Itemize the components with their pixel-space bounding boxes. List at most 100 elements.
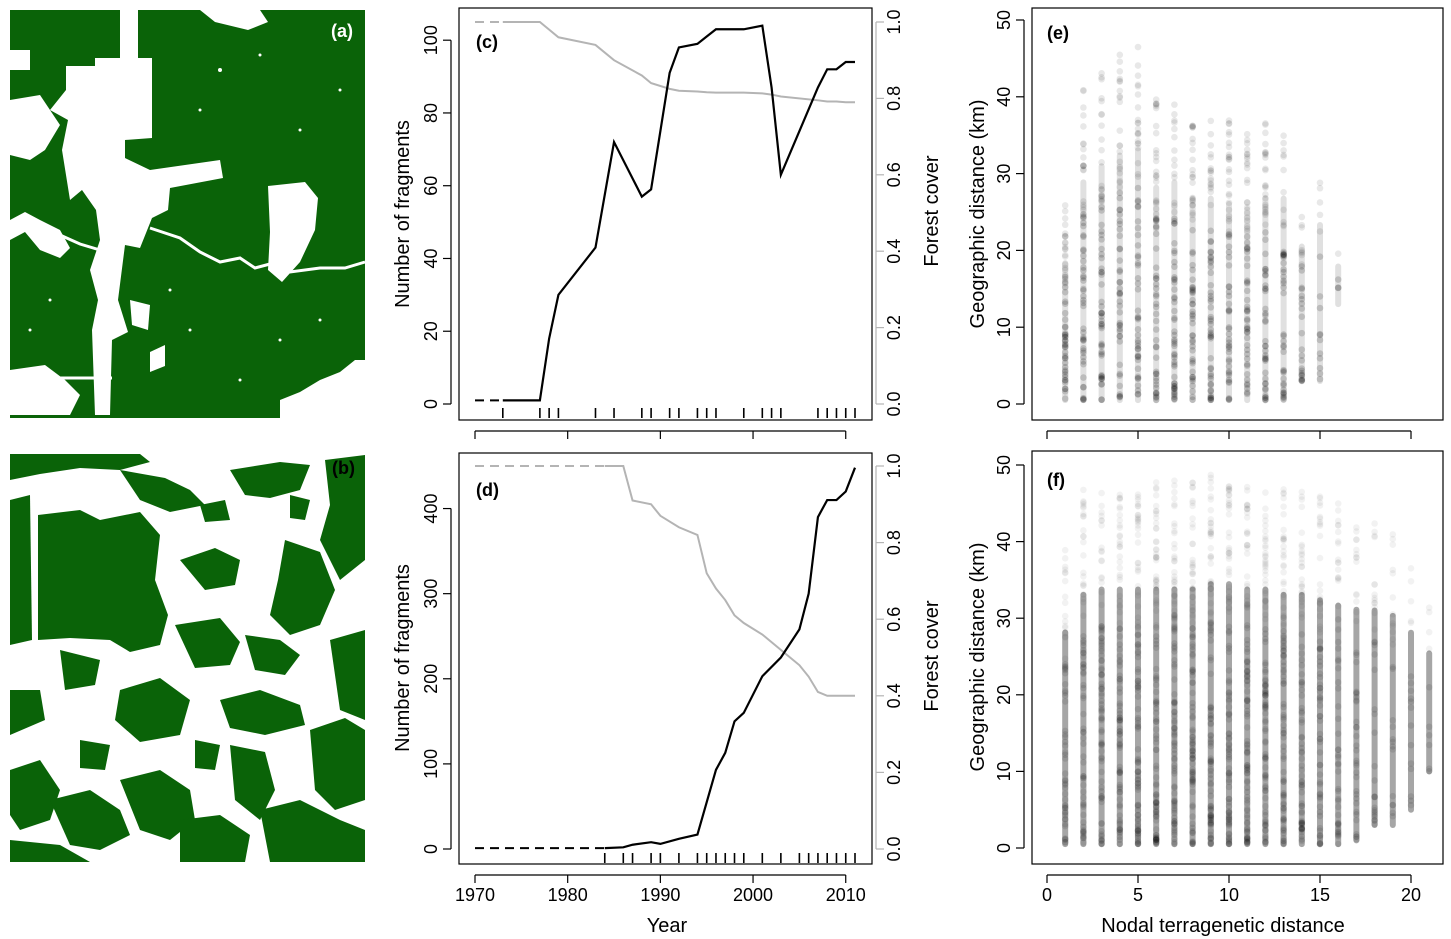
scatter-point <box>1225 487 1233 495</box>
scatter-point <box>1080 774 1087 782</box>
scatter-point <box>1171 797 1178 804</box>
scatter-point <box>1407 597 1415 605</box>
map-a-cleared-areas <box>5 5 366 418</box>
scatter-point <box>1262 205 1269 213</box>
scatter-point <box>1280 342 1287 350</box>
scatter-point <box>1243 826 1251 833</box>
scatter-point <box>1243 707 1251 715</box>
scatter-point <box>1243 737 1251 745</box>
scatter-point <box>1171 293 1178 301</box>
scatter-point <box>1225 192 1233 199</box>
scatter-point <box>1152 384 1160 392</box>
scatter-point <box>1243 673 1251 680</box>
scatter-point <box>1225 504 1233 512</box>
scatter-point <box>1080 773 1087 780</box>
scatter-point <box>1207 840 1215 848</box>
scatter-point <box>1207 757 1215 765</box>
scatter-point <box>1116 707 1124 714</box>
scatter-point <box>1207 707 1215 714</box>
scatter-point <box>1225 692 1233 699</box>
scatter-point <box>1243 529 1251 537</box>
scatter-point <box>1061 680 1069 688</box>
scatter-point <box>1262 287 1269 295</box>
scatter-point <box>1171 817 1178 825</box>
scatter-point <box>1225 486 1233 494</box>
scatter-point <box>1243 225 1251 232</box>
scatter-point <box>1152 178 1160 185</box>
scatter-point <box>1061 731 1069 738</box>
scatter-point <box>1207 544 1215 552</box>
scatter-point <box>1098 837 1105 845</box>
scatter-point <box>1171 625 1178 632</box>
scatter-point <box>1080 670 1087 677</box>
scatter-point <box>1152 507 1160 515</box>
scatter-point <box>1262 120 1269 127</box>
scatter-point <box>1225 734 1233 741</box>
scatter-point <box>1116 658 1124 666</box>
scatter-point <box>1098 203 1105 211</box>
scatter-point <box>1189 502 1196 510</box>
scatter-point <box>1298 329 1306 337</box>
x-tick-label: 20 <box>1401 885 1421 905</box>
scatter-point <box>1207 835 1215 842</box>
scatter-point <box>1152 688 1160 696</box>
scatter-point <box>1207 355 1215 362</box>
scatter-point <box>1080 358 1087 365</box>
scatter-point <box>1134 806 1142 814</box>
scatter-point <box>1152 762 1160 770</box>
scatter-point <box>1098 671 1105 678</box>
scatter-point <box>1207 738 1215 746</box>
scatter-point <box>1243 697 1251 704</box>
scatter-point <box>1207 519 1215 527</box>
scatter-point <box>1152 172 1160 180</box>
scatter-point <box>1080 203 1087 211</box>
scatter-point <box>1189 209 1196 217</box>
scatter-point <box>1225 769 1233 777</box>
scatter-point <box>1207 740 1215 747</box>
scatter-point <box>1152 781 1160 789</box>
scatter-point <box>1080 86 1087 94</box>
scatter-point <box>1116 769 1124 777</box>
scatter-point <box>1171 724 1178 732</box>
scatter-point <box>1207 297 1215 305</box>
scatter-point <box>1243 544 1251 552</box>
scatter-point <box>1152 554 1160 561</box>
scatter-point <box>1134 525 1142 532</box>
scatter-point <box>1134 539 1142 546</box>
scatter-point <box>1334 507 1342 514</box>
y-tick-label: 30 <box>994 608 1014 628</box>
scatter-x-axis-label: Nodal terragenetic distance <box>1101 915 1344 937</box>
scatter-point <box>1189 839 1196 846</box>
scatter-point <box>1134 275 1142 282</box>
scatter-point <box>1152 810 1160 818</box>
scatter-point <box>1152 281 1160 288</box>
scatter-point <box>1134 827 1142 834</box>
scatter-point <box>1225 629 1233 636</box>
scatter-point <box>1152 153 1160 161</box>
scatter-point <box>1207 618 1215 626</box>
scatter-point <box>1189 774 1196 781</box>
scatter-point <box>1298 248 1306 256</box>
scatter-point <box>1243 681 1251 689</box>
scatter-point <box>1098 706 1105 714</box>
scatter-point <box>1171 101 1178 108</box>
scatter-point <box>1080 396 1087 403</box>
scatter-point <box>1280 273 1287 281</box>
scatter-point <box>1207 624 1215 632</box>
scatter-point <box>1280 259 1287 267</box>
scatter-point <box>1152 217 1160 225</box>
scatter-point <box>1243 667 1251 675</box>
scatter-point <box>1225 748 1233 755</box>
scatter-point <box>1116 801 1124 809</box>
scatter-point <box>1243 505 1251 513</box>
scatter-point <box>1225 799 1233 806</box>
scatter-point <box>1134 72 1142 80</box>
scatter-point <box>1207 554 1215 562</box>
scatter-point <box>1061 622 1069 630</box>
scatter-point <box>1171 545 1178 552</box>
scatter-point <box>1080 649 1087 657</box>
scatter-point <box>1316 532 1324 540</box>
scatter-point <box>1152 673 1160 680</box>
scatter-point <box>1152 272 1160 280</box>
